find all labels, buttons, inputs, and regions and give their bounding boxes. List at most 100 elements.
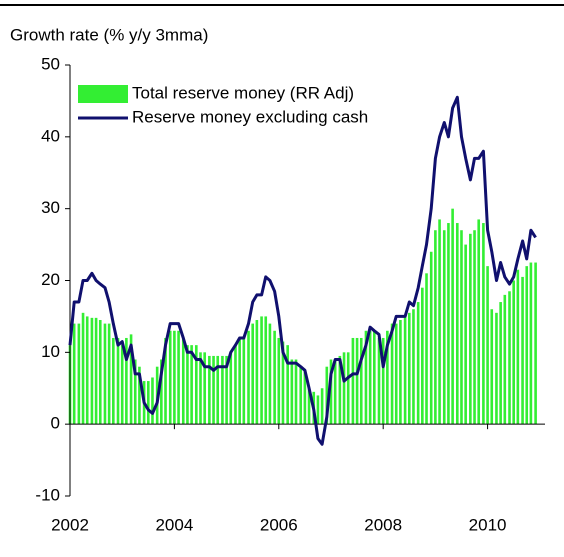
bar xyxy=(151,377,154,425)
bar xyxy=(447,223,450,425)
bar xyxy=(490,309,494,425)
bar xyxy=(268,323,272,425)
bar xyxy=(168,330,172,425)
y-tick-label: 20 xyxy=(41,270,60,289)
bar xyxy=(442,230,446,425)
y-tick-label: -10 xyxy=(35,485,60,504)
bar xyxy=(146,381,150,425)
bar xyxy=(434,230,437,425)
bar xyxy=(438,219,441,425)
bar xyxy=(133,359,137,425)
bar xyxy=(394,323,398,425)
bar xyxy=(255,320,259,425)
legend-label: Reserve money excluding cash xyxy=(132,107,368,126)
bar xyxy=(273,330,276,425)
bar xyxy=(381,337,385,425)
bar xyxy=(368,330,372,425)
y-tick-label: 30 xyxy=(41,198,60,217)
bar xyxy=(416,302,420,425)
bar xyxy=(456,223,459,425)
bar xyxy=(508,291,511,425)
bar xyxy=(503,294,507,425)
bar xyxy=(338,355,342,425)
bar xyxy=(247,330,250,425)
bar xyxy=(125,337,128,425)
bar xyxy=(495,312,498,425)
bar xyxy=(346,352,350,425)
chart-title: Growth rate (% y/y 3mma) xyxy=(10,25,208,44)
bar xyxy=(359,337,363,425)
bar xyxy=(208,355,211,425)
x-tick-label: 2006 xyxy=(260,515,298,534)
bar xyxy=(373,330,376,425)
bar xyxy=(216,355,220,425)
bar xyxy=(482,223,485,425)
bar xyxy=(521,276,524,425)
bar xyxy=(234,345,237,425)
bar xyxy=(90,317,94,425)
y-tick-label: 50 xyxy=(41,54,60,73)
legend-label: Total reserve money (RR Adj) xyxy=(132,83,354,102)
bar xyxy=(281,341,285,425)
bar xyxy=(469,233,472,425)
bar xyxy=(299,366,303,425)
x-tick-label: 2002 xyxy=(51,515,89,534)
bar xyxy=(390,323,394,425)
bar xyxy=(320,388,324,425)
line xyxy=(68,95,537,446)
bar xyxy=(242,337,246,425)
bar xyxy=(85,316,89,425)
y-tick-label: 40 xyxy=(41,126,60,145)
bar xyxy=(464,244,467,425)
bar xyxy=(72,323,76,425)
bar xyxy=(303,370,307,425)
bar xyxy=(138,366,141,425)
bar xyxy=(460,230,463,425)
bar xyxy=(238,337,241,425)
bar xyxy=(477,219,481,425)
bar xyxy=(290,359,294,425)
bar xyxy=(377,337,381,425)
bar xyxy=(199,352,202,425)
bar xyxy=(164,337,167,425)
bar xyxy=(81,312,85,425)
bar xyxy=(325,366,329,425)
bar xyxy=(525,266,529,425)
bar xyxy=(307,388,311,425)
bar xyxy=(277,337,281,425)
bar xyxy=(516,269,520,425)
x-tick-label: 2004 xyxy=(155,515,193,534)
bar xyxy=(160,359,163,425)
bar xyxy=(486,266,489,425)
bar xyxy=(98,320,102,425)
bar xyxy=(386,330,389,425)
bar xyxy=(316,395,320,425)
bar xyxy=(181,337,185,425)
bar xyxy=(203,352,206,425)
bar xyxy=(499,302,502,425)
bar xyxy=(129,334,133,425)
bar xyxy=(399,320,402,425)
bar xyxy=(351,337,355,425)
x-tick-label: 2008 xyxy=(364,515,402,534)
bar xyxy=(329,359,333,425)
bar xyxy=(412,309,415,425)
y-tick-label: 0 xyxy=(51,414,60,433)
bar xyxy=(286,345,289,425)
bar xyxy=(221,355,224,425)
bar xyxy=(186,345,189,425)
bar xyxy=(355,337,359,425)
bar xyxy=(77,323,81,425)
bar xyxy=(529,262,533,425)
y-tick-label: 10 xyxy=(41,342,60,361)
bar xyxy=(251,323,254,425)
bar xyxy=(173,330,176,425)
bar xyxy=(364,330,368,425)
bar xyxy=(403,316,407,425)
x-tick-label: 2010 xyxy=(469,515,507,534)
bar xyxy=(512,280,515,425)
bar xyxy=(107,323,111,425)
bar xyxy=(195,345,198,425)
bar xyxy=(103,323,107,425)
